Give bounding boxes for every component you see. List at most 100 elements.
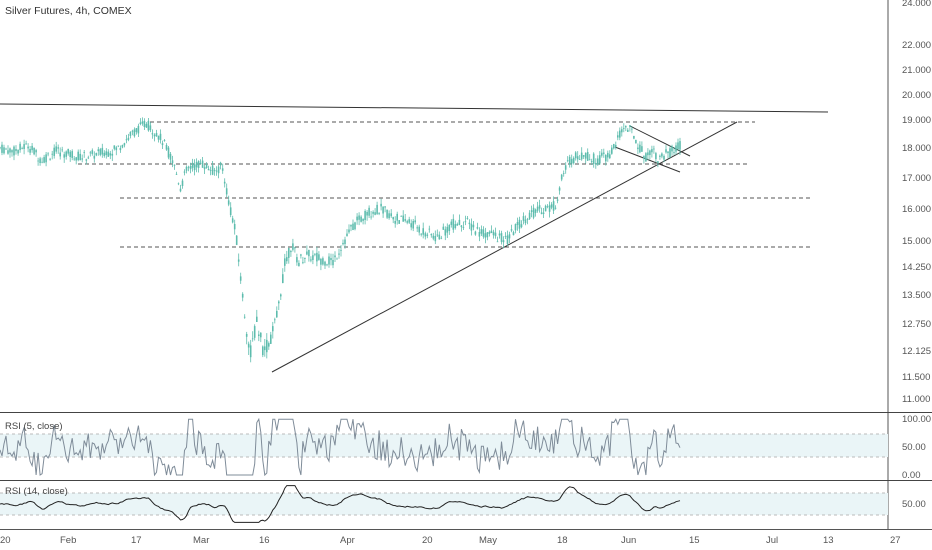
rsi-axis[interactable]: 100.00 50.00 0.00 50.00 (902, 414, 931, 510)
candles-group (0, 117, 681, 363)
candle (611, 147, 613, 154)
candle (546, 206, 549, 208)
candle (352, 223, 354, 230)
candle (542, 212, 545, 214)
candle (304, 257, 306, 259)
candle (3, 147, 5, 154)
candle (484, 233, 487, 238)
candle (284, 258, 286, 266)
candle (627, 129, 629, 132)
candle (278, 301, 280, 304)
candle (580, 152, 583, 160)
candle (213, 170, 216, 171)
candle (356, 216, 358, 221)
candle (245, 334, 248, 337)
candle (468, 222, 471, 225)
candle (219, 162, 222, 166)
time-tick: Apr (340, 535, 355, 546)
candle (99, 149, 102, 155)
candle (177, 183, 180, 185)
candle (564, 165, 567, 170)
price-tick: 16.000 (902, 204, 931, 215)
candle (558, 187, 561, 191)
candle (258, 334, 260, 336)
candle (7, 150, 9, 154)
candle (260, 332, 262, 338)
candle (464, 221, 467, 223)
candle (444, 229, 447, 236)
candle (641, 146, 643, 152)
time-tick: 17 (131, 535, 142, 546)
candle (504, 236, 507, 237)
price-tick: 14.250 (902, 262, 931, 273)
candle (95, 153, 98, 156)
candle (227, 200, 230, 205)
candle (137, 125, 140, 134)
candle (514, 224, 517, 231)
candle (450, 221, 453, 225)
candle (113, 145, 116, 149)
candle (494, 232, 497, 237)
upper-resistance-trendline[interactable] (0, 103, 829, 113)
candle (89, 152, 92, 154)
candle (554, 207, 557, 209)
candle (556, 199, 559, 201)
candle (173, 164, 176, 166)
candle (416, 227, 418, 229)
candle (201, 160, 204, 168)
candle (665, 149, 667, 153)
candle (474, 231, 477, 235)
candle (314, 253, 316, 255)
candle (165, 145, 168, 150)
candle (522, 216, 525, 221)
candle (107, 151, 110, 157)
candle (350, 224, 352, 227)
candle (617, 135, 619, 138)
candle (199, 162, 202, 164)
candle (615, 145, 617, 147)
candle (392, 217, 394, 220)
time-axis[interactable]: 20 Feb 17 Mar 16 Apr 20 May 18 Jun 15 Ju… (0, 535, 901, 546)
candle (37, 160, 39, 162)
candle (426, 234, 429, 236)
price-axis[interactable]: 24.000 22.000 21.000 20.000 19.000 18.00… (902, 0, 931, 405)
price-tick: 13.500 (902, 290, 931, 301)
candle (282, 274, 284, 283)
candle (360, 216, 362, 222)
candle (251, 338, 254, 340)
candle (518, 219, 521, 229)
candle (318, 254, 320, 260)
candle (584, 152, 587, 159)
candle (268, 343, 270, 347)
candle (526, 219, 529, 220)
candle (127, 137, 130, 140)
candle (161, 143, 164, 146)
candle (9, 148, 11, 153)
price-tick: 21.000 (902, 65, 931, 76)
candle (125, 139, 128, 141)
candle (667, 151, 669, 154)
time-tick: 20 (422, 535, 433, 546)
candle (163, 140, 166, 141)
price-tick: 11.000 (902, 394, 930, 405)
candle (434, 236, 437, 242)
candle (452, 218, 455, 230)
candle (502, 240, 505, 243)
candle (621, 129, 623, 133)
chart-title: Silver Futures, 4h, COMEX (5, 5, 132, 17)
candle (217, 166, 220, 174)
candle (440, 237, 443, 239)
candle (601, 152, 603, 156)
candle (121, 145, 124, 148)
candle (382, 206, 384, 214)
candle (256, 316, 258, 322)
candle (478, 232, 481, 237)
candle (412, 221, 414, 229)
candle (247, 343, 250, 348)
candle (286, 257, 288, 262)
candle (334, 255, 336, 258)
price-pane[interactable] (0, 0, 888, 412)
candle (572, 157, 575, 164)
candle (492, 231, 495, 236)
